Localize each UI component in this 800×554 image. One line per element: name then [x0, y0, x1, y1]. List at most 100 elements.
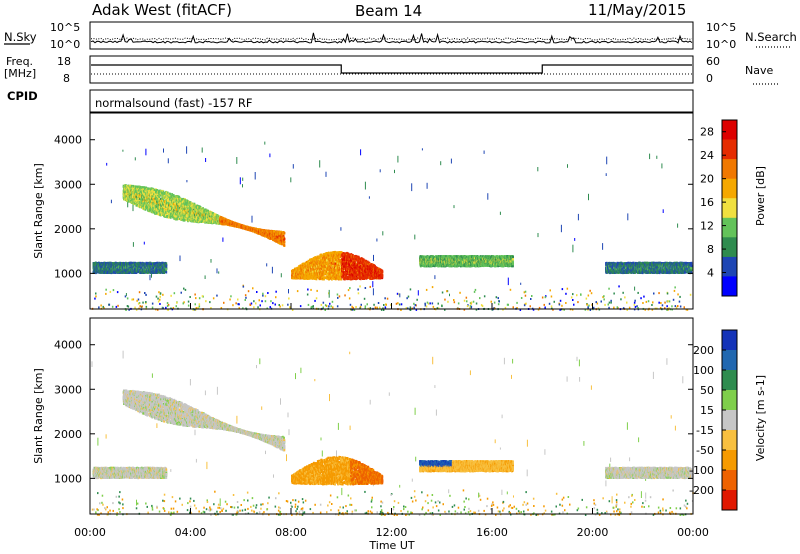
speckle	[170, 295, 172, 297]
speckle	[275, 291, 277, 293]
speckle	[268, 497, 270, 499]
speckle	[380, 501, 382, 503]
speckle	[642, 502, 644, 504]
speckle	[152, 373, 153, 377]
speckle	[508, 278, 509, 286]
speckle	[296, 508, 298, 510]
speckle	[202, 295, 204, 297]
speckle	[613, 511, 615, 513]
colorbar-swatch	[722, 450, 737, 470]
speckle	[235, 302, 237, 304]
speckle	[427, 183, 428, 189]
speckle	[275, 506, 277, 508]
speckle	[460, 511, 462, 513]
speckle	[245, 294, 247, 296]
speckle	[648, 300, 650, 302]
speckle	[275, 497, 277, 499]
speckle	[463, 501, 465, 503]
speckle	[661, 163, 662, 168]
speckle	[470, 370, 471, 375]
speckle	[624, 296, 626, 298]
speckle	[487, 498, 489, 500]
velocity-heatmap	[92, 351, 694, 516]
speckle	[187, 502, 189, 504]
speckle	[105, 289, 107, 291]
speckle	[387, 298, 389, 300]
speckle	[401, 303, 403, 305]
radar-summary-plot: Adak West (fitACF) Beam 14 11/May/2015 N…	[0, 0, 800, 554]
speckle	[128, 306, 130, 308]
speckle	[311, 306, 313, 308]
speckle	[591, 292, 593, 294]
speckle	[378, 302, 380, 304]
speckle	[604, 304, 606, 306]
speckle	[206, 462, 207, 469]
speckle	[156, 506, 158, 508]
speckle	[232, 304, 234, 306]
speckle	[652, 301, 654, 303]
speckle	[295, 373, 296, 379]
speckle	[319, 160, 320, 167]
speckle	[631, 503, 633, 505]
speckle	[162, 294, 164, 296]
speckle	[415, 457, 416, 462]
speckle	[449, 294, 450, 297]
speckle	[225, 501, 227, 503]
speckle	[400, 510, 402, 512]
speckle	[643, 296, 645, 298]
speckle	[616, 504, 618, 506]
ytick-label: 1000	[54, 472, 82, 485]
speckle	[158, 301, 160, 303]
speckle	[119, 491, 121, 493]
speckle	[616, 499, 618, 501]
speckle	[616, 501, 618, 503]
speckle	[329, 303, 331, 305]
speckle	[389, 392, 390, 395]
ytick-label: 3000	[54, 178, 82, 191]
speckle	[542, 297, 544, 299]
speckle	[437, 500, 439, 502]
speckle	[403, 508, 405, 510]
speckle	[410, 512, 412, 514]
speckle	[470, 305, 472, 307]
speckle	[609, 302, 611, 304]
speckle	[586, 298, 588, 300]
speckle	[434, 385, 435, 388]
speckle	[588, 295, 590, 297]
speckle	[432, 302, 434, 304]
power-heatmap	[92, 142, 693, 311]
colorbar-swatch	[722, 490, 737, 510]
speckle	[432, 286, 434, 288]
speckle	[530, 305, 532, 307]
speckle	[634, 302, 636, 304]
speckle	[350, 426, 351, 430]
speckle	[347, 510, 349, 512]
speckle	[310, 289, 312, 291]
speckle	[638, 437, 639, 442]
speckle	[490, 508, 492, 510]
speckle	[367, 303, 369, 305]
speckle	[303, 501, 305, 503]
speckle	[458, 302, 460, 304]
speckle	[365, 287, 367, 289]
colorbar-swatch	[722, 237, 737, 257]
speckle	[242, 178, 243, 181]
speckle	[556, 493, 558, 495]
speckle	[650, 496, 652, 498]
speckle	[320, 512, 322, 514]
speckle	[436, 410, 437, 416]
speckle	[156, 423, 157, 428]
speckle	[526, 504, 528, 506]
speckle	[467, 305, 469, 307]
speckle	[349, 352, 350, 355]
speckle	[247, 508, 249, 510]
speckle	[662, 498, 664, 500]
speckle	[211, 259, 212, 263]
colorbar-swatch	[722, 370, 737, 390]
speckle	[514, 506, 516, 508]
speckle	[622, 292, 624, 294]
speckle	[203, 507, 205, 509]
speckle	[260, 504, 262, 506]
speckle	[247, 492, 249, 494]
speckle	[237, 501, 239, 503]
